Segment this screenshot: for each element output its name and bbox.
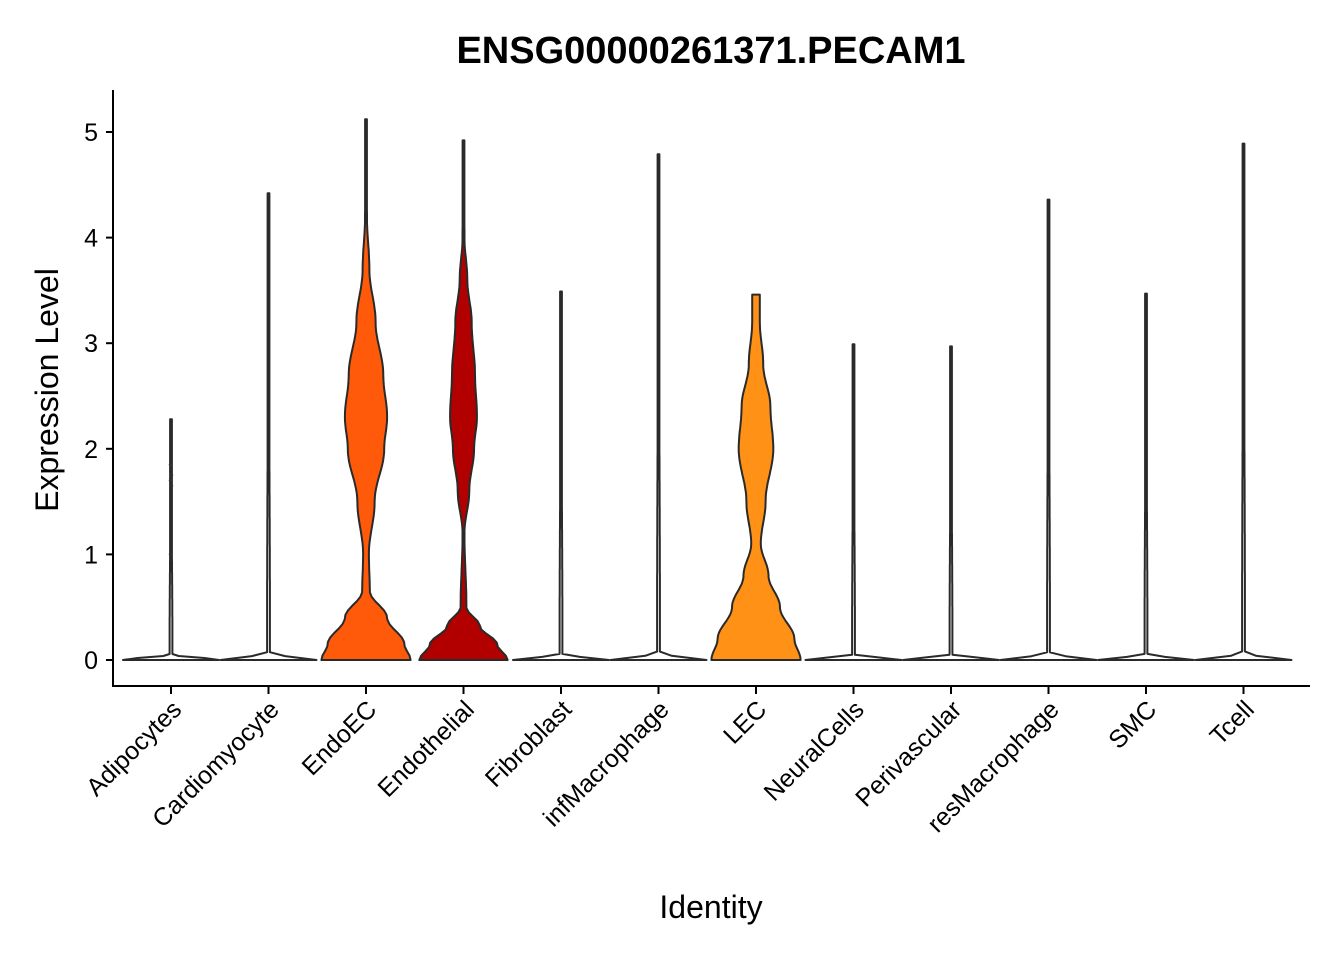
violin-fibroblast — [512, 290, 610, 661]
y-tick-label: 1 — [84, 541, 98, 569]
y-tick-label: 5 — [84, 119, 98, 147]
y-axis-ticks: 0 1 2 3 4 5 — [84, 119, 113, 675]
data-point-adipocytes — [168, 479, 172, 482]
violin-perivascular — [902, 345, 1000, 661]
violin-adipocytes — [122, 418, 220, 661]
violin-endothelial — [418, 139, 509, 661]
x-tick-label-tcell: Tcell — [1205, 695, 1260, 750]
violin-endoec — [320, 118, 412, 661]
violin-infmacrophage — [609, 153, 708, 661]
chart-title: ENSG00000261371.PECAM1 — [456, 30, 965, 72]
data-point-adipocytes — [170, 473, 174, 477]
point-layer — [168, 463, 174, 556]
y-tick-label: 2 — [84, 436, 98, 464]
y-axis-title: Expression Level — [29, 268, 65, 512]
violin-smc — [1097, 292, 1195, 661]
x-tick-label-smc: SMC — [1103, 695, 1162, 754]
data-point-adipocytes — [168, 463, 172, 466]
x-tick-label-adipocytes: Adipocytes — [81, 695, 187, 801]
data-point-adipocytes — [168, 553, 172, 556]
violin-lec — [710, 293, 802, 661]
violin-neuralcells — [804, 343, 903, 661]
y-tick-label: 3 — [84, 330, 98, 358]
violin-cardiomyocyte — [219, 192, 318, 661]
x-tick-label-lec: LEC — [718, 695, 772, 749]
x-tick-label-fibroblast: Fibroblast — [480, 695, 577, 792]
y-tick-label: 4 — [84, 225, 98, 253]
x-axis-title: Identity — [659, 889, 762, 925]
violin-tcell — [1194, 142, 1293, 661]
x-tick-label-endothelial: Endothelial — [372, 695, 479, 802]
x-tick-label-endoec: EndoEC — [297, 695, 383, 781]
violin-resmacrophage — [999, 198, 1098, 661]
y-tick-label: 0 — [84, 647, 98, 675]
violin-layer — [122, 118, 1293, 661]
data-point-adipocytes — [170, 484, 174, 488]
